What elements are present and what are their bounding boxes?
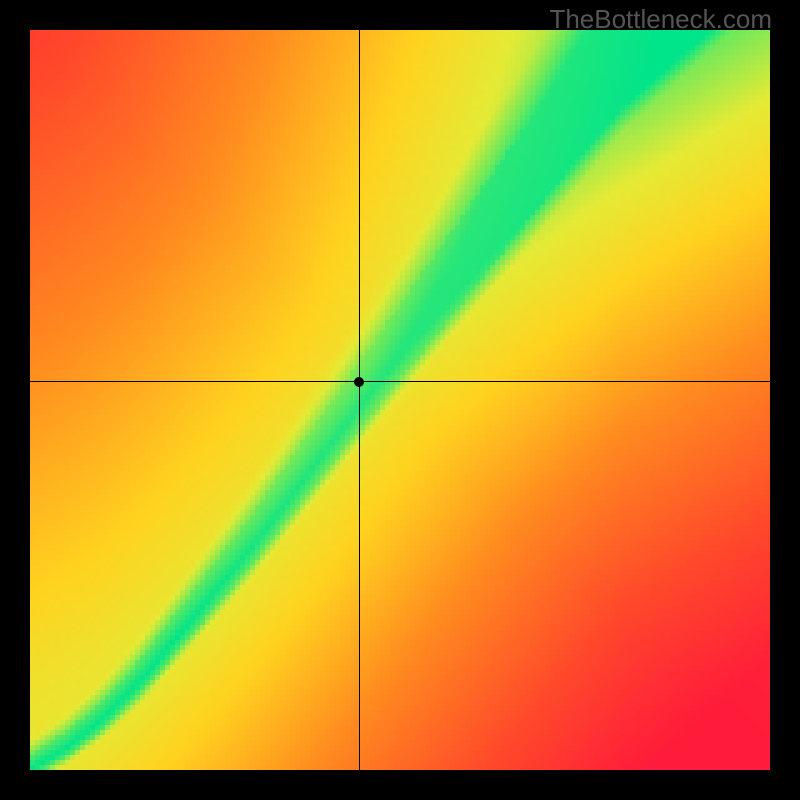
bottleneck-heatmap	[30, 30, 770, 770]
chart-stage: TheBottleneck.com	[0, 0, 800, 800]
crosshair-horizontal	[30, 381, 770, 382]
crosshair-marker	[354, 377, 364, 387]
watermark-text: TheBottleneck.com	[549, 4, 772, 35]
crosshair-vertical	[359, 30, 360, 770]
